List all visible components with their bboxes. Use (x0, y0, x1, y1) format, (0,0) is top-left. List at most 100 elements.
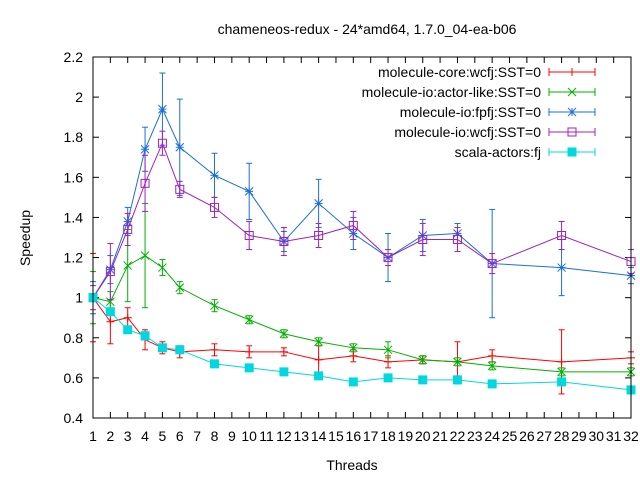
series-1 (89, 253, 635, 395)
data-point (418, 355, 428, 365)
data-point (123, 325, 133, 335)
marker-stroke (175, 142, 185, 152)
data-point (314, 199, 323, 208)
y-tick-label: 1.8 (64, 129, 84, 145)
marker-shape (348, 220, 358, 230)
data-point (418, 235, 428, 245)
data-point (157, 343, 167, 353)
marker-stroke (314, 199, 323, 208)
marker-shape (279, 237, 289, 247)
series-2 (88, 202, 636, 377)
marker-stroke (210, 170, 219, 180)
x-tick-label: 17 (363, 428, 379, 444)
marker-stroke (106, 297, 115, 307)
x-tick-label: 3 (124, 428, 132, 444)
marker-stroke (123, 261, 133, 270)
data-point (348, 377, 358, 387)
data-point (279, 237, 289, 247)
error-bar (385, 249, 392, 267)
data-point (557, 230, 567, 240)
data-point (123, 261, 133, 270)
marker-stroke (158, 263, 167, 272)
y-tick-label: 1.4 (64, 209, 84, 225)
marker-shape (175, 345, 185, 355)
marker-stroke (244, 315, 254, 325)
y-tick-label: 1.2 (64, 250, 84, 266)
plot-area (88, 72, 636, 395)
data-point (384, 357, 393, 366)
data-point (279, 347, 288, 356)
data-point (105, 307, 115, 317)
data-point (349, 351, 358, 360)
data-point (383, 373, 393, 383)
marker-shape (567, 127, 577, 137)
data-point (383, 345, 393, 355)
x-tick-label: 1 (89, 428, 97, 444)
data-point (557, 357, 566, 366)
legend-label: molecule-io:actor-like:SST=0 (362, 84, 542, 100)
data-point (453, 357, 462, 367)
x-tick-label: 18 (380, 428, 396, 444)
marker-shape (383, 253, 393, 263)
marker-shape (140, 331, 150, 341)
marker-stroke (557, 263, 566, 272)
data-point (210, 345, 219, 354)
data-point (244, 363, 254, 373)
y-tick-label: 1 (75, 290, 83, 306)
marker-shape (452, 235, 462, 245)
data-point (314, 230, 324, 240)
marker-stroke (244, 187, 254, 196)
x-tick-label: 10 (241, 428, 257, 444)
marker-shape (487, 259, 497, 269)
y-tick-label: 0.6 (64, 370, 84, 386)
error-bar (419, 222, 426, 257)
x-tick-label: 32 (623, 428, 639, 444)
data-point (487, 379, 497, 389)
marker-stroke (314, 337, 323, 347)
x-tick-label: 29 (571, 428, 587, 444)
marker-shape (175, 184, 185, 194)
marker-shape (157, 343, 167, 353)
error-bar (315, 222, 322, 249)
data-point (279, 329, 289, 339)
legend-label: molecule-io:fpfj:SST=0 (400, 104, 541, 120)
error-bar (159, 130, 166, 156)
marker-shape (418, 375, 428, 385)
marker-shape (567, 147, 577, 157)
x-tick-label: 2 (106, 428, 114, 444)
marker-shape (140, 178, 150, 188)
marker-shape (452, 375, 462, 385)
series-line (92, 107, 632, 298)
data-point (106, 297, 115, 307)
marker-shape (209, 359, 219, 369)
x-tick-label: 24 (484, 428, 500, 444)
marker-stroke (140, 144, 150, 154)
marker-stroke (348, 343, 358, 353)
data-point (314, 337, 323, 347)
x-tick-label: 12 (276, 428, 292, 444)
data-point (210, 301, 219, 311)
series-5 (88, 293, 636, 395)
data-point (567, 127, 577, 137)
marker-stroke (567, 107, 577, 117)
data-point (567, 87, 577, 97)
legend-label: molecule-core:wcfj:SST=0 (378, 64, 541, 80)
marker-stroke (418, 355, 428, 365)
marker-stroke (383, 345, 393, 355)
x-tick-label: 22 (450, 428, 466, 444)
legend-entry: scala-actors:fj (455, 144, 596, 160)
error-bar (489, 253, 496, 275)
data-point (488, 351, 497, 360)
data-point (140, 178, 150, 188)
marker-stroke (453, 357, 462, 367)
data-point (244, 230, 254, 240)
y-tick-label: 2.2 (64, 49, 84, 65)
data-point (106, 317, 115, 326)
data-point (244, 315, 254, 325)
data-point (105, 267, 115, 277)
marker-stroke (175, 283, 185, 292)
data-point (314, 371, 324, 381)
data-point (279, 367, 289, 377)
legend-entry: molecule-io:fpfj:SST=0 (400, 104, 596, 120)
data-point (567, 147, 577, 157)
